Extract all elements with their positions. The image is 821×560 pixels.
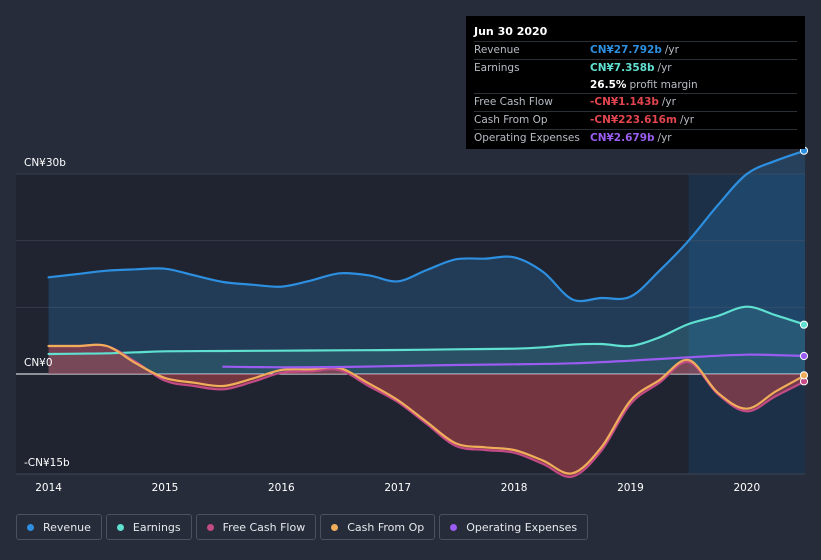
legend-item-revenue[interactable]: Revenue (16, 514, 102, 540)
tooltip-row: Cash From Op -CN¥223.616m/yr (474, 111, 797, 129)
legend-label: Operating Expenses (466, 520, 578, 534)
cfo-endpoint (799, 371, 809, 380)
x-tick-label: 2020 (733, 482, 760, 494)
tooltip-row: Free Cash Flow -CN¥1.143b/yr (474, 93, 797, 111)
y-axis-top-label: CN¥30b (24, 157, 66, 169)
opex-line (222, 353, 807, 369)
legend-dot-icon (116, 523, 124, 531)
legend: Revenue Earnings Free Cash Flow Cash From O… (16, 514, 592, 540)
legend-label: Free Cash Flow (222, 520, 306, 534)
x-tick-label: 2018 (501, 482, 528, 494)
tooltip-row-value: 26.5% (590, 78, 627, 91)
revenue-line (47, 149, 807, 303)
tooltip-row-label: Operating Expenses (474, 131, 580, 144)
legend-item-operating-expenses[interactable]: Operating Expenses (439, 514, 589, 540)
y-axis-zero-label: CN¥0 (24, 357, 53, 369)
tooltip-panel: Jun 30 2020 Revenue CN¥27.792b/yr Earnings… (466, 16, 805, 149)
x-tick-label: 2015 (152, 482, 179, 494)
tooltip-row-value: CN¥27.792b (590, 44, 662, 56)
earnings-area (48, 306, 805, 374)
tooltip-row-unit: /yr (679, 114, 695, 127)
tooltip-row-unit: /yr (661, 96, 676, 109)
x-tick-label: 2016 (268, 482, 295, 494)
earnings-endpoint (799, 320, 809, 329)
legend-item-earnings[interactable]: Earnings (105, 514, 192, 540)
x-tick-label: 2017 (384, 482, 411, 494)
legend-label: Revenue (43, 520, 91, 534)
fcf-area (48, 344, 805, 477)
tooltip-row-unit: /yr (664, 44, 679, 56)
tooltip-row-label (474, 77, 590, 94)
legend-dot-icon (27, 523, 34, 531)
tooltip-row: Earnings CN¥7.358b/yr (474, 58, 797, 77)
tooltip-row-label: Free Cash Flow (474, 96, 553, 109)
forecast-highlight-band (688, 174, 805, 474)
legend-dot-icon (450, 523, 458, 531)
tooltip-row-value: -CN¥223.616m (590, 114, 677, 127)
tooltip-row-unit: profit margin (629, 78, 698, 91)
earnings-line (47, 305, 807, 356)
legend-label: Earnings (132, 520, 181, 534)
cfo-line (47, 343, 807, 475)
tooltip-row-value: CN¥7.358b (590, 61, 655, 74)
y-axis-bottom-label: -CN¥15b (24, 457, 70, 469)
tooltip-row-unit: /yr (657, 61, 672, 74)
revenue-area (48, 150, 805, 374)
tooltip-row-label: Earnings (474, 61, 520, 74)
x-tick-label: 2019 (617, 482, 644, 494)
opex-endpoint (799, 351, 809, 361)
tooltip-date: Jun 30 2020 (474, 25, 548, 38)
tooltip-row: 26.5% profit margin (474, 77, 797, 94)
legend-item-free-cash-flow[interactable]: Free Cash Flow (195, 514, 317, 540)
tooltip-row-value: -CN¥1.143b (590, 96, 659, 109)
legend-label: Cash From Op (347, 520, 425, 534)
legend-dot-icon (206, 523, 214, 531)
tooltip-row: Operating Expenses CN¥2.679b/yr (474, 128, 797, 147)
tooltip-row-value: CN¥2.679b (590, 131, 655, 144)
x-tick-label: 2014 (35, 482, 62, 494)
tooltip-row-label: Cash From Op (474, 114, 548, 127)
plot-background (16, 174, 805, 474)
legend-dot-icon (331, 523, 339, 531)
fcf-line (47, 343, 807, 479)
tooltip-row: Revenue CN¥27.792b/yr (474, 41, 797, 59)
tooltip-row-unit: /yr (657, 131, 672, 144)
legend-item-cash-from-op[interactable]: Cash From Op (320, 514, 436, 540)
tooltip-row-label: Revenue (474, 44, 520, 56)
